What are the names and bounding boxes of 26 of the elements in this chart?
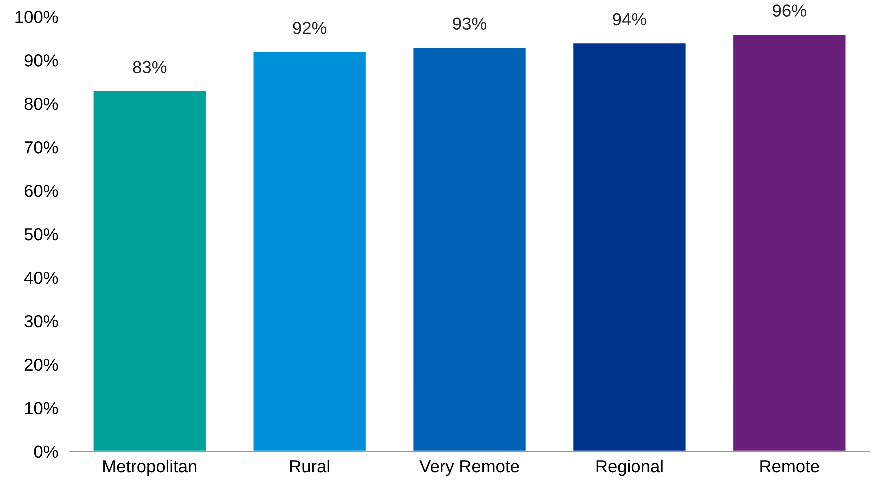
y-tick-label: 100% — [16, 11, 58, 24]
x-tick-label: Metropolitan — [104, 460, 197, 476]
y-tick-label: 20% — [24, 358, 58, 372]
data-label: 96% — [773, 4, 806, 17]
data-label: 93% — [453, 18, 487, 30]
y-tick-label: 80% — [24, 98, 58, 110]
y-tick-label: 0% — [34, 446, 58, 458]
x-tick-label: Rural — [290, 460, 330, 473]
data-label: 94% — [613, 13, 646, 26]
bar — [92, 90, 208, 452]
data-label: 83% — [133, 61, 167, 74]
bar — [732, 34, 848, 452]
y-tick-label: 10% — [25, 402, 58, 415]
y-tick-label: 50% — [24, 228, 58, 241]
y-tick-label: 70% — [24, 141, 58, 154]
x-tick-label: Regional — [596, 460, 663, 476]
bar — [572, 42, 688, 452]
y-tick-label: 60% — [24, 184, 58, 198]
x-tick-label: Remote — [760, 460, 820, 473]
bar — [252, 50, 368, 452]
data-label: 92% — [293, 22, 327, 34]
y-tick-label: 90% — [24, 54, 58, 67]
y-tick-label: 40% — [24, 272, 58, 284]
y-tick-label: 30% — [24, 315, 58, 328]
bar — [412, 46, 528, 452]
x-tick-label: Very Remote — [420, 460, 520, 476]
